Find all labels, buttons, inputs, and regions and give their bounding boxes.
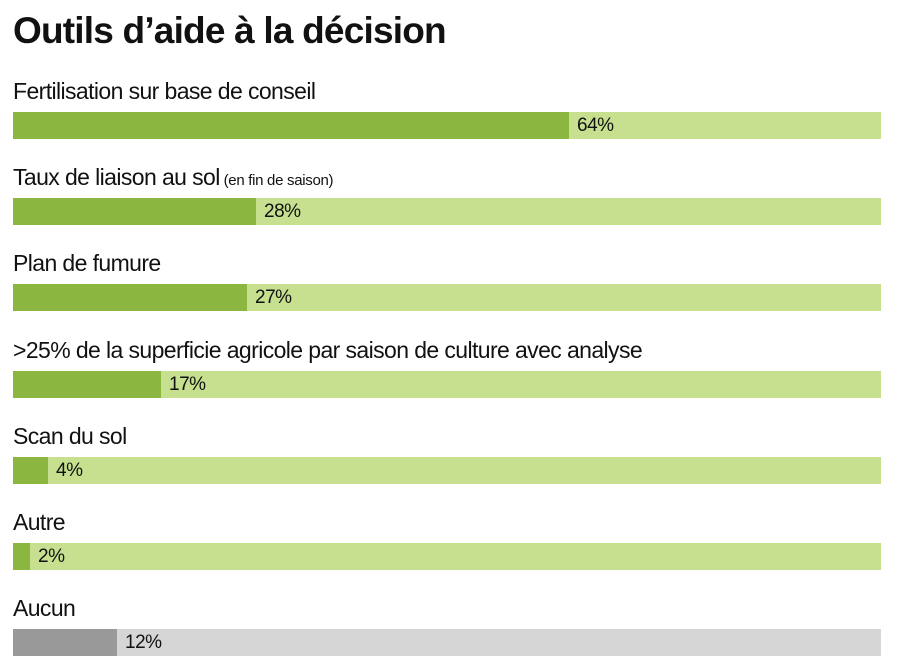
bar-label-text: Autre xyxy=(13,509,66,535)
bar-fill xyxy=(13,543,30,570)
bar-value-label: 28% xyxy=(264,201,301,222)
bar-row: Fertilisation sur base de conseil 64% xyxy=(0,76,898,148)
bar-fill xyxy=(13,371,161,398)
bar-value-label: 27% xyxy=(255,287,292,308)
bar-value-label: 64% xyxy=(577,115,614,136)
bar-label-text: >25% de la superficie agricole par saiso… xyxy=(13,337,643,363)
bar-track: 2% xyxy=(13,543,881,570)
bar-label-text: Taux de liaison au sol xyxy=(13,164,220,190)
bar-track: 12% xyxy=(13,629,881,656)
bar-label-text: Scan du sol xyxy=(13,423,127,449)
bar-row: Taux de liaison au sol (en fin de saison… xyxy=(0,162,898,234)
bar-fill xyxy=(13,198,256,225)
bar-row: Plan de fumure 27% xyxy=(0,248,898,320)
chart-title: Outils d’aide à la décision xyxy=(13,10,447,51)
bar-fill xyxy=(13,284,247,311)
bar-label-note: (en fin de saison) xyxy=(219,172,334,189)
bar-label: Autre xyxy=(13,507,66,537)
bar-track: 17% xyxy=(13,371,881,398)
bar-label-text: Aucun xyxy=(13,595,76,621)
bar-label: Taux de liaison au sol (en fin de saison… xyxy=(13,162,334,196)
bar-label-text: Plan de fumure xyxy=(13,250,161,276)
bar-label: Fertilisation sur base de conseil xyxy=(13,76,316,106)
bar-fill xyxy=(13,112,569,139)
bar-track: 28% xyxy=(13,198,881,225)
bar-value-label: 4% xyxy=(56,460,83,481)
bar-track: 4% xyxy=(13,457,881,484)
bar-value-label: 12% xyxy=(125,632,162,653)
bar-value-label: 17% xyxy=(169,374,206,395)
bar-label: Aucun xyxy=(13,593,76,623)
bar-track: 64% xyxy=(13,112,881,139)
bar-row: >25% de la superficie agricole par saiso… xyxy=(0,335,898,407)
bar-fill xyxy=(13,457,48,484)
bar-row: Scan du sol 4% xyxy=(0,421,898,493)
bar-row: Autre 2% xyxy=(0,507,898,579)
bar-fill xyxy=(13,629,117,656)
bar-value-label: 2% xyxy=(38,546,65,567)
bar-label: >25% de la superficie agricole par saiso… xyxy=(13,335,643,365)
bar-row: Aucun 12% xyxy=(0,593,898,665)
bar-label: Plan de fumure xyxy=(13,248,161,278)
bar-label-text: Fertilisation sur base de conseil xyxy=(13,78,316,104)
bar-track: 27% xyxy=(13,284,881,311)
bar-label: Scan du sol xyxy=(13,421,127,451)
